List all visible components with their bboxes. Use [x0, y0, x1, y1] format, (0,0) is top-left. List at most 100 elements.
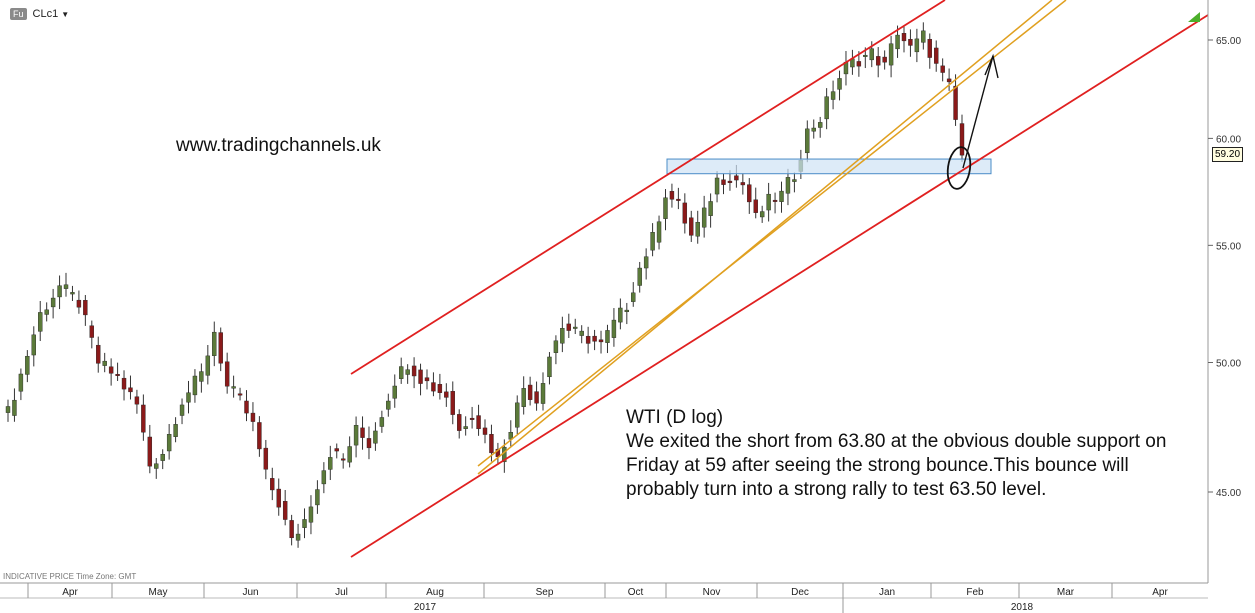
candle-bull	[521, 388, 526, 407]
candle-bull	[553, 340, 559, 353]
candle-bear	[366, 438, 372, 449]
instrument-selector[interactable]: CLc1 ▼	[33, 8, 70, 20]
candle-bull	[154, 463, 159, 469]
candle-bull	[637, 267, 642, 286]
candle-bull	[579, 330, 584, 336]
candle-bear	[592, 335, 597, 342]
x-month-label: May	[149, 587, 168, 598]
x-month-label: Nov	[703, 587, 721, 598]
candle-bull	[399, 366, 404, 379]
x-month-label: Oct	[628, 587, 644, 598]
candle-bear	[431, 382, 436, 392]
candle-bear	[953, 85, 958, 120]
analysis-body: We exited the short from 63.80 at the ob…	[626, 431, 1167, 500]
inner-channel-upper-line	[477, 0, 1067, 467]
candle-bear	[753, 199, 758, 213]
candle-bull	[921, 30, 926, 43]
candle-bear	[418, 369, 423, 384]
candle-bear	[740, 182, 746, 186]
candle-bear	[257, 422, 262, 450]
x-month-label: Dec	[791, 587, 809, 598]
candle-bear	[89, 325, 94, 338]
time-axis: Apr May Jun Jul Aug Sep Oct Nov Dec Jan Feb Mar Apr 2…	[0, 582, 1255, 613]
candle-bull	[160, 453, 165, 461]
candle-bull	[38, 312, 43, 332]
x-year-label: 2017	[414, 602, 437, 613]
candle-bull	[70, 292, 75, 295]
indicative-price-note: INDICATIVE PRICE Time Zone: GMT	[3, 572, 137, 581]
candle-bear	[727, 180, 733, 183]
candle-bear	[270, 478, 275, 491]
candle-bear	[721, 179, 726, 185]
candle-bear	[444, 391, 449, 398]
candle-bull	[166, 434, 172, 452]
candle-bear	[289, 520, 294, 539]
x-month-label: Jan	[879, 587, 895, 598]
candle-bear	[83, 300, 88, 316]
candle-bear	[121, 377, 127, 390]
x-month-label: Feb	[966, 587, 984, 598]
candle-bull	[605, 330, 610, 343]
candle-bear	[244, 400, 249, 414]
x-month-label: Apr	[62, 587, 78, 598]
plot-background	[0, 0, 1208, 583]
candle-bull	[373, 430, 378, 444]
candle-bear	[282, 501, 288, 520]
candle-bull	[695, 221, 700, 237]
candle-bull	[295, 533, 301, 541]
candle-bull	[792, 179, 797, 182]
candle-bear	[128, 387, 133, 393]
candle-bull	[44, 309, 49, 315]
last-price-tag: 59.20	[1212, 147, 1244, 162]
candle-bear	[876, 56, 881, 66]
candle-bull	[650, 232, 655, 251]
candle-bear	[469, 417, 475, 420]
candle-bull	[302, 519, 307, 528]
candle-bull	[560, 328, 565, 344]
candle-bear	[237, 393, 243, 396]
candle-bull	[25, 355, 30, 375]
candle-bull	[186, 392, 191, 403]
candle-bull	[714, 177, 720, 195]
channel-upper-line	[350, 0, 946, 375]
candle-bull	[631, 292, 636, 302]
support-zone	[666, 158, 992, 175]
candle-bear	[482, 427, 488, 435]
candle-bull	[643, 256, 649, 269]
y-tick-label: 65.00	[1216, 36, 1241, 47]
x-month-label: Sep	[536, 587, 554, 598]
candle-bear	[946, 78, 952, 83]
x-month-label: Aug	[426, 587, 444, 598]
candle-bull	[392, 385, 397, 399]
candle-bull	[824, 96, 829, 120]
candle-bull	[656, 221, 662, 243]
candle-bear	[450, 391, 455, 415]
trendlines-layer	[350, 0, 1209, 558]
candle-bear	[263, 447, 269, 470]
candle-bear	[96, 344, 101, 364]
candle-bear	[934, 47, 939, 64]
candle-bull	[573, 326, 578, 329]
candle-bear	[340, 458, 346, 461]
analysis-title: WTI (D log)	[626, 407, 724, 428]
candle-bear	[682, 202, 688, 224]
candle-bear	[534, 391, 539, 404]
candle-bull	[895, 34, 900, 50]
arrow-head	[984, 53, 999, 79]
x-month-label: Mar	[1057, 587, 1075, 598]
candle-bull	[102, 360, 107, 366]
candle-bear	[334, 448, 339, 452]
candle-bear	[218, 332, 223, 364]
drawings-layer	[946, 53, 999, 190]
futures-badge: Fu	[10, 8, 27, 20]
candle-bull	[5, 406, 11, 413]
candle-bear	[276, 488, 281, 508]
candle-bear	[940, 65, 945, 73]
candle-bear	[901, 33, 907, 42]
candle-bear	[772, 199, 778, 202]
candle-bull	[199, 371, 204, 382]
candle-bull	[205, 355, 211, 376]
candle-bull	[12, 399, 17, 416]
candle-bear	[689, 217, 694, 236]
candle-bull	[18, 373, 24, 392]
